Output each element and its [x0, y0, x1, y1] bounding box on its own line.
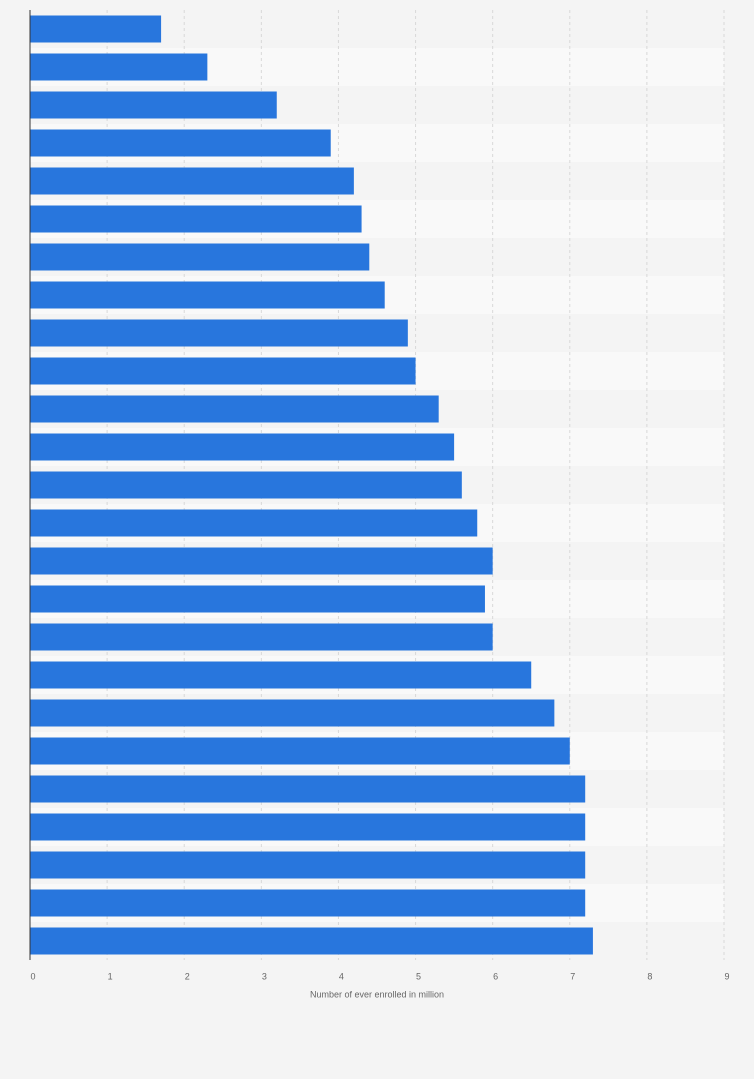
bar [30, 623, 493, 651]
bar [30, 889, 586, 917]
x-tick-label: 3 [262, 971, 267, 981]
bar [30, 395, 439, 423]
bar [30, 927, 593, 955]
x-tick-label: 6 [493, 971, 498, 981]
x-tick-label: 4 [339, 971, 344, 981]
x-tick-label: 5 [416, 971, 421, 981]
bar [30, 167, 354, 195]
bar [30, 15, 162, 43]
x-tick-label: 1 [108, 971, 113, 981]
x-axis-label: Number of ever enrolled in million [310, 989, 444, 999]
bar [30, 471, 462, 499]
bar [30, 205, 362, 233]
bar [30, 243, 370, 271]
bar [30, 129, 331, 157]
bar [30, 281, 385, 309]
bar [30, 357, 416, 385]
bar [30, 319, 408, 347]
bar [30, 775, 586, 803]
bar [30, 737, 570, 765]
x-tick-label: 7 [570, 971, 575, 981]
x-tick-label: 9 [724, 971, 729, 981]
bar [30, 813, 586, 841]
x-tick-label: 2 [185, 971, 190, 981]
x-tick-label: 0 [30, 971, 35, 981]
bar [30, 433, 455, 461]
bar [30, 509, 478, 537]
bar [30, 851, 586, 879]
bar [30, 699, 555, 727]
bar [30, 585, 485, 613]
bar [30, 91, 277, 119]
x-tick-label: 8 [647, 971, 652, 981]
bar [30, 53, 208, 81]
bar [30, 661, 532, 689]
bar [30, 547, 493, 575]
